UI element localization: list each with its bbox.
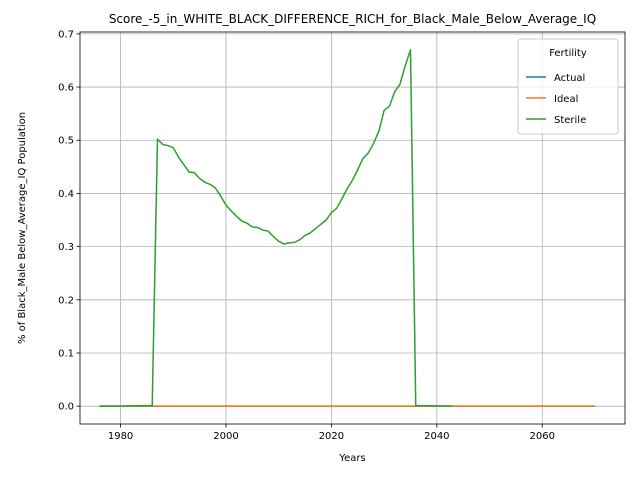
- y-tick-label: 0.6: [58, 83, 74, 94]
- legend-label-sterile: Sterile: [554, 115, 586, 126]
- y-tick-label: 0.3: [58, 242, 74, 253]
- y-tick-label: 0.0: [58, 402, 74, 413]
- x-tick-label: 2020: [319, 431, 344, 442]
- y-tick-label: 0.4: [58, 189, 74, 200]
- x-tick-label: 2000: [213, 431, 238, 442]
- legend-label-actual: Actual: [554, 73, 585, 84]
- y-tick-label: 0.5: [58, 136, 74, 147]
- y-axis-label: % of Black_Male Below_Average_IQ Populat…: [17, 112, 28, 344]
- x-tick-label: 1980: [108, 431, 133, 442]
- legend-title: Fertility: [549, 48, 587, 59]
- y-tick-label: 0.1: [58, 348, 74, 359]
- x-axis-label: Years: [338, 453, 365, 464]
- y-tick-label: 0.7: [58, 29, 74, 40]
- legend: Fertility Actual Ideal Sterile: [518, 39, 618, 134]
- chart-title: Score_-5_in_WHITE_BLACK_DIFFERENCE_RICH_…: [109, 12, 596, 26]
- legend-label-ideal: Ideal: [554, 94, 578, 105]
- y-tick-label: 0.2: [58, 295, 74, 306]
- x-tick-label: 2040: [424, 431, 449, 442]
- x-tick-label: 2060: [530, 431, 555, 442]
